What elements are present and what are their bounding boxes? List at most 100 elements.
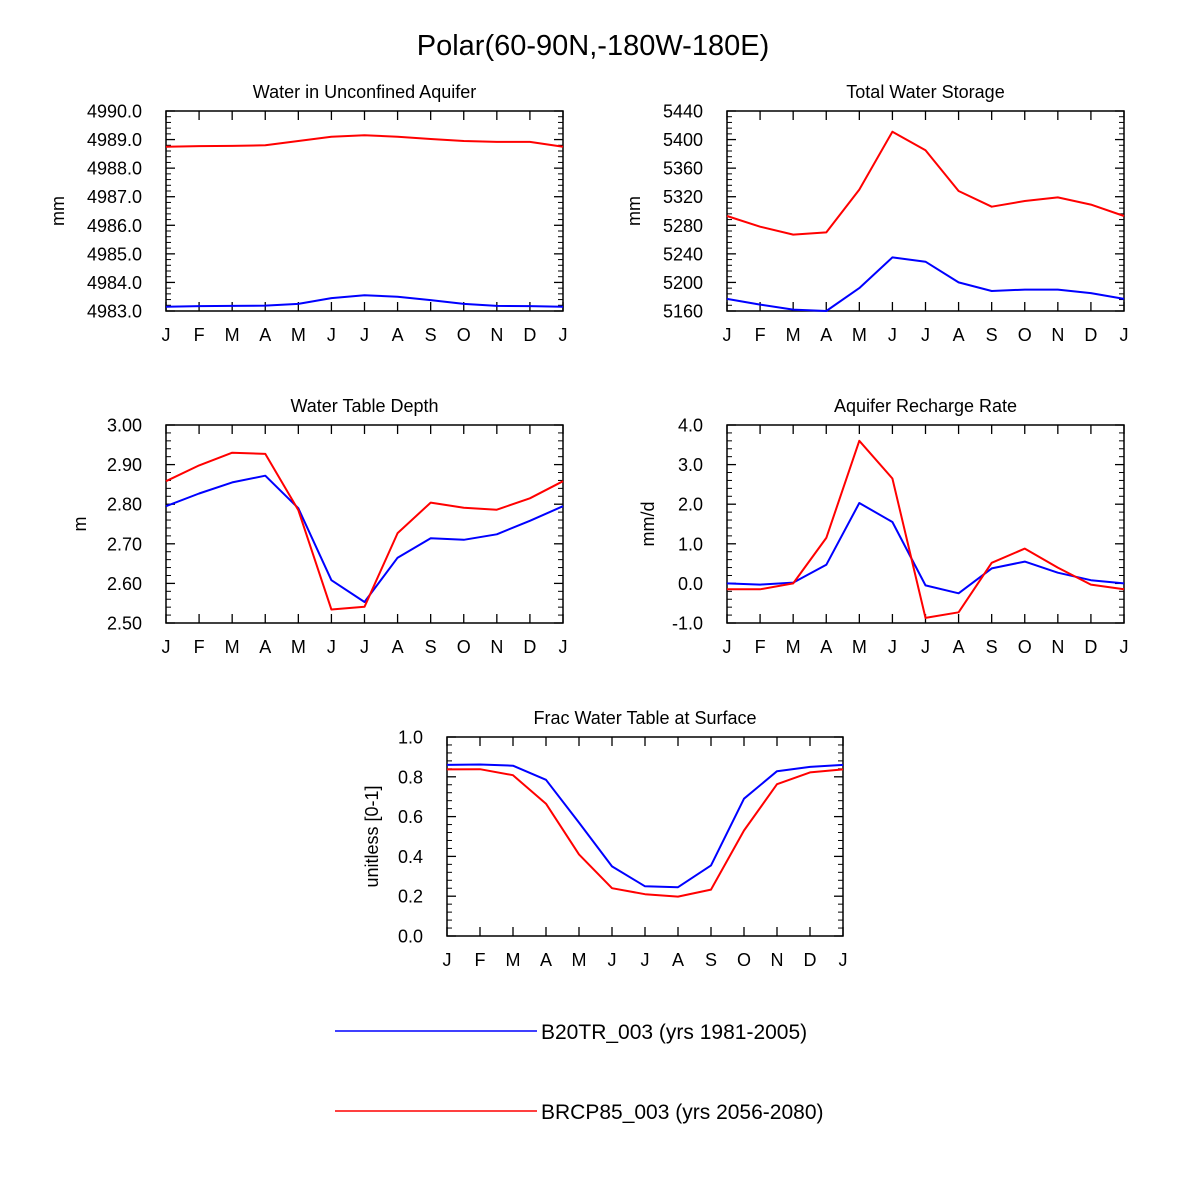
y-tick-label: 2.60 <box>107 574 142 594</box>
y-tick-label: 5400 <box>663 130 703 150</box>
legend-label-series1: B20TR_003 (yrs 1981-2005) <box>541 1021 807 1044</box>
y-tick-label: 0.4 <box>398 847 423 867</box>
x-tick-label: J <box>443 950 452 970</box>
x-tick-label: A <box>820 325 832 345</box>
x-tick-label: N <box>490 325 503 345</box>
x-tick-label: N <box>1051 325 1064 345</box>
x-tick-label: M <box>572 950 587 970</box>
series-line-brcp85-water-table-depth <box>165 451 564 611</box>
y-tick-label: 4986.0 <box>87 216 142 236</box>
y-tick-label: 4983.0 <box>87 302 142 322</box>
series-line-b20tr-frac-water-table-at-surface <box>446 763 844 889</box>
x-tick-label: S <box>705 950 717 970</box>
x-tick-label: N <box>1051 637 1064 657</box>
x-tick-label: J <box>1120 325 1129 345</box>
x-tick-label: D <box>804 950 817 970</box>
x-tick-label: D <box>523 637 536 657</box>
y-tick-label: 4990.0 <box>87 102 142 122</box>
x-tick-label: S <box>425 325 437 345</box>
figure-title: Polar(60-90N,-180W-180E) <box>417 30 769 62</box>
x-tick-label: J <box>162 325 171 345</box>
x-tick-label: A <box>953 637 965 657</box>
series-line-brcp85-frac-water-table-at-surface <box>446 768 844 898</box>
plot-frame <box>726 110 1125 312</box>
x-tick-label: J <box>559 637 568 657</box>
y-tick-label: 0.8 <box>398 767 423 787</box>
y-tick-label: 5320 <box>663 187 703 207</box>
y-tick-label: 0.0 <box>678 574 703 594</box>
y-tick-label: 0.2 <box>398 887 423 907</box>
y-tick-label: 5200 <box>663 273 703 293</box>
legend: B20TR_003 (yrs 1981-2005) BRCP85_003 (yr… <box>335 1021 824 1124</box>
y-tick-label: 2.70 <box>107 534 142 554</box>
x-tick-label: S <box>425 637 437 657</box>
y-tick-label: 3.0 <box>678 455 703 475</box>
y-tick-label: 1.0 <box>398 728 423 748</box>
x-tick-label: O <box>1018 325 1032 345</box>
x-tick-label: J <box>1120 637 1129 657</box>
x-tick-label: A <box>392 637 404 657</box>
y-tick-label: 2.50 <box>107 614 142 634</box>
x-tick-label: J <box>921 637 930 657</box>
y-axis-label: mm <box>624 196 644 226</box>
x-tick-label: J <box>162 637 171 657</box>
x-tick-label: A <box>392 325 404 345</box>
y-tick-label: 3.00 <box>107 416 142 436</box>
y-axis-label: mm <box>48 196 68 226</box>
x-tick-label: F <box>755 637 766 657</box>
y-tick-label: 5280 <box>663 216 703 236</box>
x-tick-label: A <box>820 637 832 657</box>
x-tick-label: J <box>723 637 732 657</box>
x-tick-label: J <box>327 325 336 345</box>
series-line-b20tr-total-water-storage <box>726 256 1125 312</box>
x-tick-label: D <box>1084 637 1097 657</box>
x-tick-label: M <box>225 637 240 657</box>
series-line-b20tr-water-in-unconfined-aquifer <box>165 294 564 308</box>
y-tick-label: 4988.0 <box>87 159 142 179</box>
panel-frac-water-table-at-surface: Frac Water Table at Surface unitless [0-1… <box>362 708 848 970</box>
y-axis-label: mm/d <box>638 502 658 547</box>
x-tick-label: J <box>641 950 650 970</box>
y-axis-label: unitless [0-1] <box>362 785 382 887</box>
plot-frame <box>446 736 844 937</box>
x-tick-label: A <box>540 950 552 970</box>
x-tick-label: N <box>490 637 503 657</box>
x-tick-label: O <box>737 950 751 970</box>
x-tick-label: M <box>291 325 306 345</box>
y-tick-label: 4985.0 <box>87 244 142 264</box>
x-tick-label: D <box>1084 325 1097 345</box>
x-tick-label: M <box>852 325 867 345</box>
x-tick-label: N <box>771 950 784 970</box>
x-tick-label: M <box>786 637 801 657</box>
y-tick-label: 4984.0 <box>87 273 142 293</box>
x-tick-label: J <box>327 637 336 657</box>
series-line-b20tr-aquifer-recharge-rate <box>726 502 1125 595</box>
y-tick-label: 5240 <box>663 244 703 264</box>
y-tick-label: -1.0 <box>672 614 703 634</box>
y-tick-label: 0.0 <box>398 927 423 947</box>
y-tick-label: 5160 <box>663 302 703 322</box>
x-tick-label: J <box>559 325 568 345</box>
x-tick-label: F <box>475 950 486 970</box>
x-tick-label: D <box>523 325 536 345</box>
x-tick-label: M <box>506 950 521 970</box>
legend-label-series2: BRCP85_003 (yrs 2056-2080) <box>541 1101 824 1124</box>
x-tick-label: J <box>921 325 930 345</box>
x-tick-label: S <box>986 325 998 345</box>
chart-title: Water Table Depth <box>290 396 438 416</box>
x-tick-label: J <box>360 325 369 345</box>
x-tick-label: M <box>786 325 801 345</box>
chart-title: Aquifer Recharge Rate <box>834 396 1017 416</box>
y-tick-label: 4.0 <box>678 416 703 436</box>
y-tick-label: 1.0 <box>678 534 703 554</box>
series-line-brcp85-water-in-unconfined-aquifer <box>165 134 564 148</box>
series-line-brcp85-total-water-storage <box>726 130 1125 236</box>
x-tick-label: A <box>672 950 684 970</box>
x-tick-label: J <box>360 637 369 657</box>
x-tick-label: J <box>839 950 848 970</box>
x-tick-label: J <box>723 325 732 345</box>
